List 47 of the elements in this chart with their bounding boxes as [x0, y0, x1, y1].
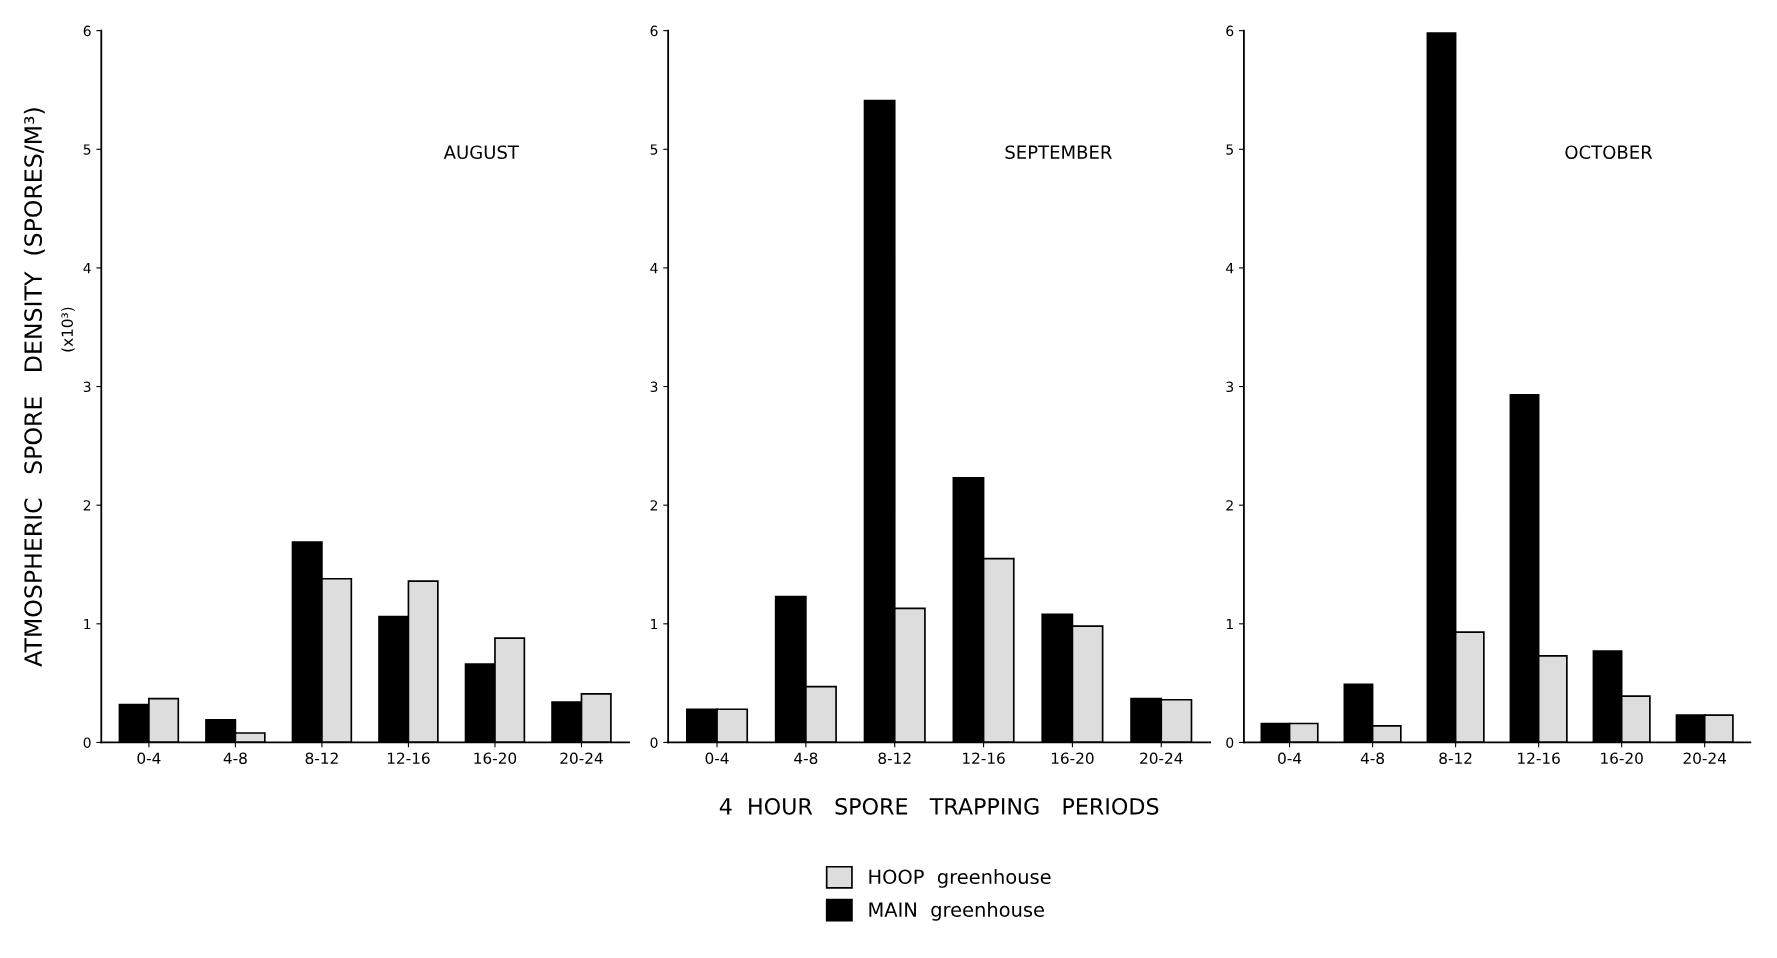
y-tick-label: 3: [83, 381, 91, 393]
x-tick-label: 16-20: [1601, 752, 1643, 764]
x-tick-label: 16-20: [1051, 752, 1094, 764]
y-tick-label: 0: [650, 737, 658, 748]
y-tick-label: 6: [1226, 25, 1234, 37]
y-tick-label: 4: [83, 263, 91, 274]
y-tick-label: 4: [650, 263, 658, 274]
y-tick-label: 5: [83, 144, 91, 155]
text: (x10³): [61, 307, 75, 352]
x-tick-label: 4-8: [1360, 752, 1385, 764]
y-tick-label: 6: [650, 25, 658, 37]
y-axis-title: ATMOSPHERIC SPORE DENSITY (SPORES/M³): [23, 108, 45, 667]
text: OCTOBER: [1565, 145, 1653, 160]
x-tick-label: 12-16: [963, 752, 1005, 764]
x-tick-label: 8-12: [878, 752, 911, 764]
x-tick-label: 4-8: [223, 752, 247, 764]
y-tick-label: 2: [650, 500, 658, 511]
text: AUGUST: [443, 145, 519, 160]
y-tick-label: 2: [1226, 500, 1233, 511]
x-tick-label: 20-24: [1140, 752, 1183, 764]
y-tick-label: 1: [84, 618, 91, 630]
x-tick-label: 4-8: [794, 752, 818, 764]
x-tick-label: 0-4: [705, 752, 729, 764]
x-tick-label: 0-4: [1278, 752, 1302, 764]
y-tick-label: 0: [83, 737, 91, 748]
x-tick-label: 20-24: [560, 752, 603, 764]
x-tick-label: 8-12: [1439, 752, 1472, 764]
x-tick-label: 8-12: [305, 752, 338, 764]
y-tick-label: 1: [651, 618, 658, 630]
y-tick-label: 2: [83, 500, 91, 511]
legend-label: MAIN greenhouse: [869, 901, 1044, 921]
y-tick-label: 3: [650, 381, 658, 393]
text: SEPTEMBER: [1005, 145, 1112, 160]
y-tick-label: 3: [1226, 381, 1234, 393]
y-tick-label: 1: [1226, 618, 1233, 630]
x-tick-label: 16-20: [474, 752, 517, 764]
y-tick-label: 0: [1226, 737, 1234, 748]
y-tick-label: 5: [1226, 144, 1233, 155]
x-tick-label: 12-16: [1518, 752, 1560, 764]
y-tick-label: 5: [650, 144, 658, 155]
x-tick-label: 12-16: [387, 752, 430, 764]
x-tick-label: 20-24: [1683, 752, 1727, 764]
legend-label: HOOP greenhouse: [869, 869, 1051, 888]
x-axis-title: 4 HOUR SPORE TRAPPING PERIODS: [719, 797, 1159, 815]
x-tick-label: 0-4: [137, 752, 161, 764]
y-tick-label: 4: [1226, 263, 1234, 274]
y-tick-label: 6: [83, 25, 91, 37]
